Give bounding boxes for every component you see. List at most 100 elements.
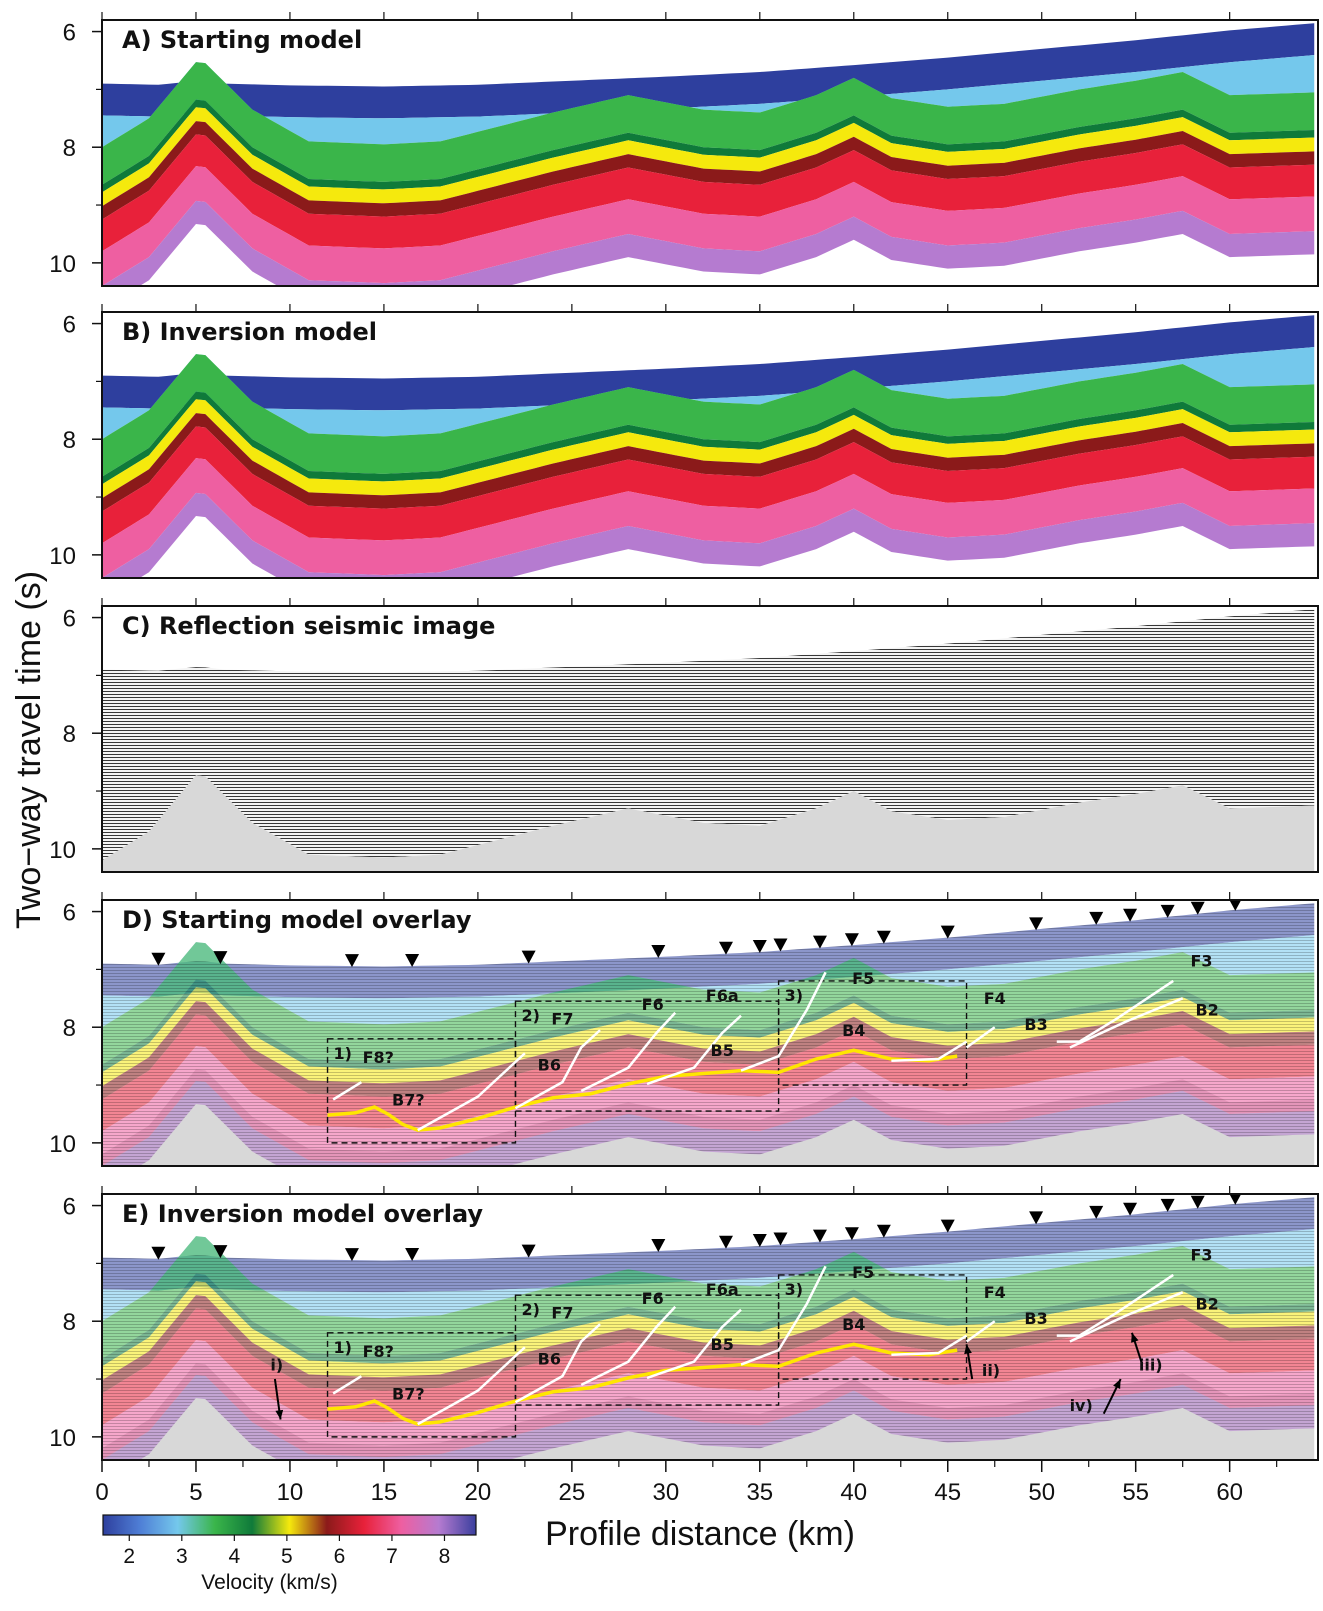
y-tick-label: 10 [49,1425,76,1452]
station-triangle [1160,904,1175,918]
station-triangle [344,1248,359,1262]
panel-frame [101,899,1319,1167]
colorbar-tick-label: 3 [176,1545,188,1568]
x-tick-label: 35 [746,1479,773,1506]
station-triangle [812,935,827,949]
annotation-label: iv) [1070,1396,1093,1415]
colorbar-bar [102,1514,477,1536]
fault-line [740,971,827,1072]
station-triangle [773,938,788,952]
station-triangle [752,940,767,954]
colorbar-tick-label: 5 [281,1545,293,1568]
colorbar-label: Velocity (km/s) [201,1571,338,1594]
station-triangle [718,941,733,955]
panel-body: 1) 2) 3) F8? F7 F6 F6a F5 F4 F3 B7? B6 B5 B4 B3 B2 [102,900,1315,1166]
fault-line [514,1323,601,1404]
annotation-label: B3 [1024,1015,1047,1034]
seismic-texture [102,1197,1315,1460]
fault-line [891,1040,968,1063]
station-triangle [773,1232,788,1246]
velocity-layer [102,347,1315,440]
annotation-label: i) [270,1355,283,1374]
annotation-label: F5 [852,969,874,988]
panels: A) Starting model 6 8 10 B) Inversion model 6… [49,12,1319,1461]
annotation-label: B6 [538,1350,561,1369]
y-axis-label: Two−way travel time (s) [10,571,48,929]
fault-line [1056,979,1174,1043]
interpretation-box [777,980,968,1086]
box-label: 1) [334,1338,352,1357]
station-triangle [1160,1198,1175,1212]
y-tick-label: 10 [49,543,76,570]
annotation-label: F6 [642,995,664,1014]
annotation-label: iii) [1139,1355,1163,1374]
annotation-label: F3 [1190,1246,1212,1265]
fault-line [332,1375,363,1395]
fault-line [1069,997,1184,1049]
annotation-label: B2 [1195,1295,1218,1314]
gray-underlay [102,775,1315,872]
annotation-label: F5 [852,1263,874,1282]
colorbar-tick-label: 6 [334,1545,346,1568]
station-triangle [344,954,359,968]
annotation-label: F6 [642,1289,664,1308]
fault-line [514,1029,601,1110]
panel-frame [101,19,1319,287]
station-triangle [718,1235,733,1249]
fault-line [1069,1291,1184,1343]
box-label: 2) [521,1300,539,1319]
annotation-label: F4 [984,1283,1006,1302]
colorbar-tick-label: 8 [439,1545,451,1568]
velocity-layer [102,458,1315,578]
y-tick-label: 6 [63,312,76,339]
station-triangle [876,930,891,944]
station-triangle [405,953,420,967]
panel-B: B) Inversion model 6 8 10 [49,304,1319,579]
interpretation-box [514,1000,780,1112]
x-tick-label: 40 [840,1479,867,1506]
x-tick-label: 15 [371,1479,398,1506]
colorbar-tick-label: 4 [228,1545,240,1568]
x-tick-label: 10 [277,1479,304,1506]
fault-line [580,1305,677,1386]
fault-line [1056,1273,1174,1337]
station-triangle [1123,1202,1138,1216]
station-triangle [151,1246,166,1260]
velocity-layer [102,200,1315,286]
interpretation-box [514,1294,780,1406]
annotation-label: B2 [1195,1001,1218,1020]
panel-title: C) Reflection seismic image [122,612,495,640]
y-tick-label: 10 [49,1131,76,1158]
arrow-head [1131,1332,1139,1343]
x-tick-label: 45 [934,1479,961,1506]
station-triangle [940,1219,955,1233]
panel-body [102,609,1315,872]
station-triangle [213,1245,228,1259]
colorbar: 2 3 4 5 6 7 8 Velocity (km/s) [102,1514,477,1594]
x-tick-label: 50 [1028,1479,1055,1506]
box-label: 3) [785,1280,803,1299]
interpretation-box [777,1274,968,1380]
seismic-texture [102,903,1315,1166]
station-triangle [876,1224,891,1238]
y-tick-label: 6 [63,20,76,47]
panel-title: D) Starting model overlay [122,906,472,934]
fault-line [417,1052,526,1132]
panel-E: 1) 2) 3) F8? F7 F6 F6a F5 F4 F3 B7? B6 B5 B4 B3 B2 i) ii)… [49,1186,1319,1461]
station-triangle [651,1238,666,1252]
station-triangle [752,1234,767,1248]
arrow-head [275,1409,284,1420]
station-triangle [1229,900,1242,911]
station-triangle [812,1229,827,1243]
annotation-label: F6a [706,986,739,1005]
velocity-layer [102,315,1315,411]
station-triangle [844,1227,859,1241]
y-tick-label: 6 [63,606,76,633]
horizon-line [327,1342,958,1426]
y-tick-label: 10 [49,251,76,278]
arrow-head [964,1344,972,1355]
y-tick-label: 8 [63,1015,76,1042]
box-label: 1) [334,1044,352,1063]
panel-title: A) Starting model [122,26,362,54]
y-tick-label: 8 [63,721,76,748]
